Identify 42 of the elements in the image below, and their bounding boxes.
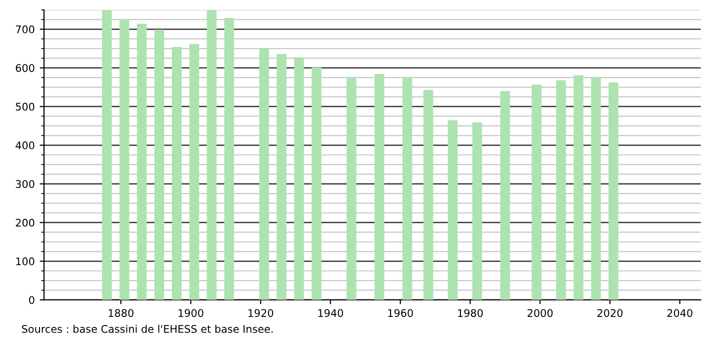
bar <box>154 30 164 300</box>
x-tick-label: 2040 <box>667 309 692 317</box>
bar <box>472 122 482 300</box>
y-tick-label: 0 <box>29 296 34 304</box>
bar <box>136 24 147 300</box>
y-tick-label: 100 <box>16 257 34 266</box>
x-tick-label: 1920 <box>248 309 274 317</box>
bar <box>102 10 112 300</box>
y-tick-label: 300 <box>16 180 34 188</box>
bar <box>346 78 356 300</box>
bar <box>374 74 384 300</box>
bar <box>189 44 200 300</box>
bar <box>574 75 584 300</box>
x-tick-label: 1880 <box>108 309 134 317</box>
x-tick-label: 1940 <box>318 309 344 317</box>
bar <box>294 57 304 300</box>
y-tick-label: 700 <box>16 25 34 34</box>
x-tick-label: 2000 <box>528 309 553 317</box>
bar <box>402 78 412 300</box>
bar <box>556 80 566 300</box>
bar <box>591 78 601 300</box>
bar <box>172 46 182 300</box>
y-tick-label: 200 <box>16 218 34 227</box>
y-tick-label: 600 <box>16 64 34 72</box>
bar <box>276 54 286 300</box>
bar <box>500 91 510 300</box>
bar <box>224 18 234 300</box>
bar <box>532 84 542 300</box>
bar <box>608 82 618 300</box>
bar <box>119 19 130 300</box>
y-tick-label: 500 <box>16 102 34 111</box>
bar <box>448 120 458 300</box>
y-tick-label: 400 <box>16 141 34 150</box>
x-tick-label: 2020 <box>597 309 623 317</box>
bar <box>206 10 217 300</box>
x-tick-label: 1960 <box>388 309 413 317</box>
bar <box>259 48 269 300</box>
source-note: Sources : base Cassini de l'EHESS et base Insee. <box>22 324 273 333</box>
bar <box>312 67 322 300</box>
x-tick-label: 1900 <box>178 309 204 317</box>
x-tick-label: 1980 <box>458 309 483 317</box>
bar <box>423 90 434 300</box>
